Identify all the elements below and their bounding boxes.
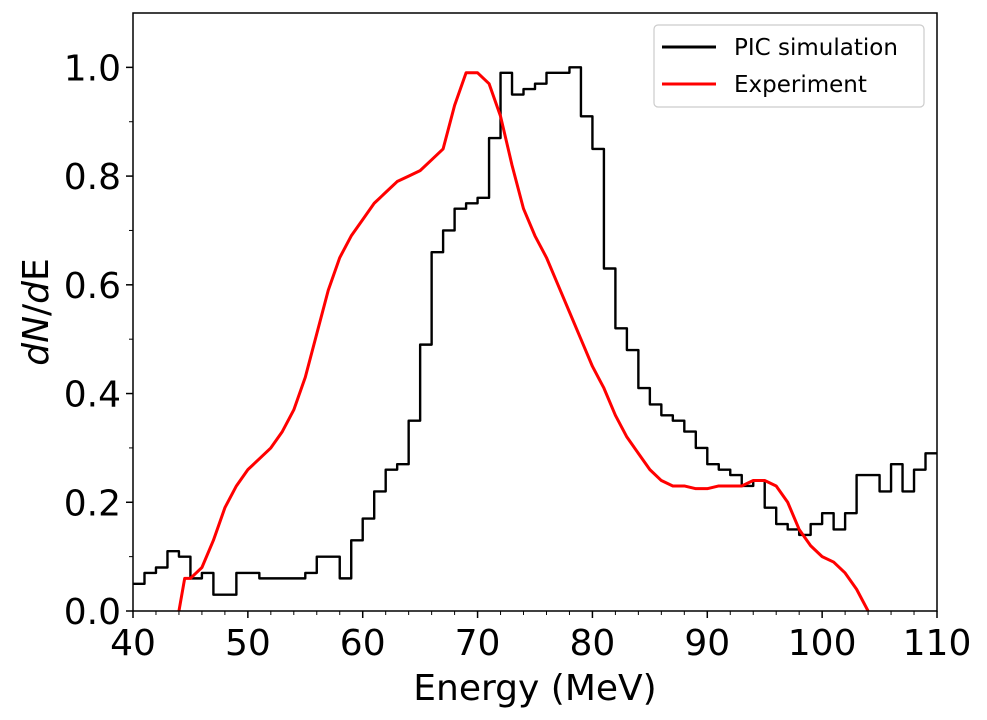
x-tick-label: 90: [684, 623, 730, 664]
y-axis: 0.0 0.2 0.4 0.6 0.8 1.0: [64, 48, 133, 633]
series-line-experiment: [177, 71, 870, 611]
legend: PIC simulation Experiment: [653, 24, 925, 108]
y-tick-label: 0.2: [64, 483, 121, 524]
y-axis-label: dN/dE: [16, 258, 57, 366]
legend-label-pic-simulation: PIC simulation: [734, 35, 898, 61]
x-tick-label: 70: [455, 623, 501, 664]
y-axis-label-d1: d: [16, 342, 57, 366]
y-tick-label: 0.6: [64, 266, 121, 307]
y-axis-label-d2: d: [16, 280, 57, 304]
x-tick-label: 80: [570, 623, 616, 664]
x-tick-label: 40: [110, 623, 156, 664]
legend-label-experiment: Experiment: [734, 72, 867, 98]
x-axis: 40 50 60 70 80 90 100 110: [110, 611, 971, 664]
legend-box: [653, 24, 925, 108]
series-line-pic-simulation: [133, 66, 937, 596]
x-axis-label: Energy (MeV): [413, 668, 656, 709]
y-tick-label: 0.8: [64, 157, 121, 198]
plot-series: [133, 66, 937, 611]
y-tick-label: 0.4: [64, 375, 121, 416]
y-tick-label: 1.0: [64, 48, 121, 89]
y-axis-label-n: N: [16, 316, 57, 343]
y-axis-label-slash: /: [16, 303, 57, 316]
x-tick-label: 60: [340, 623, 386, 664]
y-axis-label-e: E: [16, 258, 57, 281]
x-tick-label: 110: [903, 623, 972, 664]
y-tick-label: 0.0: [64, 592, 121, 633]
x-tick-label: 100: [788, 623, 857, 664]
x-tick-label: 50: [225, 623, 271, 664]
plot-frame: [132, 12, 938, 612]
